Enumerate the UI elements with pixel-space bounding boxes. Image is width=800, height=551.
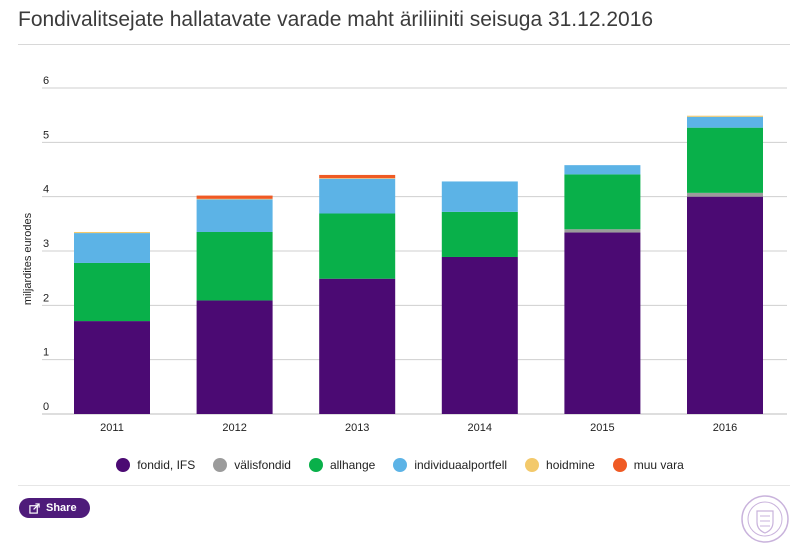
legend-item[interactable]: individuaalportfell <box>393 458 507 472</box>
bar-segment <box>441 211 518 257</box>
y-tick-label: 3 <box>43 238 49 250</box>
bar-segment <box>196 199 273 232</box>
bar-segment <box>196 198 273 200</box>
bar-segment <box>687 115 763 117</box>
bar-segment <box>196 195 273 199</box>
share-button-label: Share <box>46 502 77 514</box>
bar-segment <box>74 262 150 322</box>
bar-segment <box>74 231 150 234</box>
legend-item[interactable]: välisfondid <box>213 458 291 472</box>
bar-segment <box>564 229 641 233</box>
bar-segment <box>74 321 150 414</box>
bar-segment <box>196 231 273 301</box>
bar-segment <box>564 232 641 414</box>
legend-item[interactable]: fondid, IFS <box>116 458 195 472</box>
bar-segment <box>687 127 763 193</box>
stacked-bar-chart: 0 1 2 3 4 5 6 miljardites eurodes 2011 2012 2013 20… <box>22 75 787 434</box>
bar-segment <box>564 165 641 175</box>
bar-segment <box>441 256 518 414</box>
legend-label: muu vara <box>633 458 684 472</box>
y-tick-label: 5 <box>43 129 49 141</box>
institution-seal-logo <box>741 495 789 543</box>
bar-segment <box>687 192 763 197</box>
y-tick-label: 1 <box>43 347 49 359</box>
legend-swatch <box>116 458 131 472</box>
legend-label: allhange <box>329 458 376 472</box>
legend-label: individuaalportfell <box>414 458 508 472</box>
legend-swatch <box>393 458 408 472</box>
legend-label: hoidmine <box>546 458 595 472</box>
chart-legend: fondid, IFS välisfondid allhange individuaa… <box>0 455 800 475</box>
bar-segment <box>319 178 396 214</box>
footer-divider <box>18 485 790 486</box>
bar-segment <box>687 196 763 414</box>
y-tick-label: 2 <box>43 292 49 304</box>
bar-segment <box>196 300 273 414</box>
bar-segment <box>319 178 396 179</box>
legend-swatch <box>612 458 627 472</box>
x-tick-label: 2011 <box>100 422 124 434</box>
legend-item[interactable]: muu vara <box>612 458 684 472</box>
legend-label: fondid, IFS <box>137 458 196 472</box>
bar-segment <box>441 181 518 212</box>
x-tick-label: 2015 <box>590 422 614 434</box>
chart-title: Fondivalitsejate hallatavate varade maht… <box>18 8 654 31</box>
y-tick-label: 4 <box>43 184 49 196</box>
title-divider <box>18 44 790 45</box>
y-axis-label: miljardites eurodes <box>22 212 34 305</box>
legend-label: välisfondid <box>234 458 291 472</box>
y-tick-label: 0 <box>43 401 49 413</box>
x-tick-label: 2012 <box>222 422 246 434</box>
x-tick-label: 2013 <box>345 422 369 434</box>
bar-segment <box>319 213 396 279</box>
legend-item[interactable]: hoidmine <box>525 458 595 472</box>
y-tick-label: 6 <box>43 75 49 87</box>
legend-swatch <box>213 458 228 472</box>
legend-swatch <box>308 458 323 472</box>
bar-segment <box>687 116 763 128</box>
share-icon <box>29 502 40 514</box>
bar-segment <box>564 174 641 230</box>
share-button[interactable]: Share <box>19 498 90 518</box>
bar-segment <box>74 233 150 263</box>
x-tick-label: 2014 <box>468 422 492 434</box>
bar-segment <box>319 174 396 179</box>
legend-swatch <box>525 458 540 472</box>
legend-item[interactable]: allhange <box>308 458 376 472</box>
x-tick-label: 2016 <box>713 422 737 434</box>
bar-segment <box>319 278 396 414</box>
